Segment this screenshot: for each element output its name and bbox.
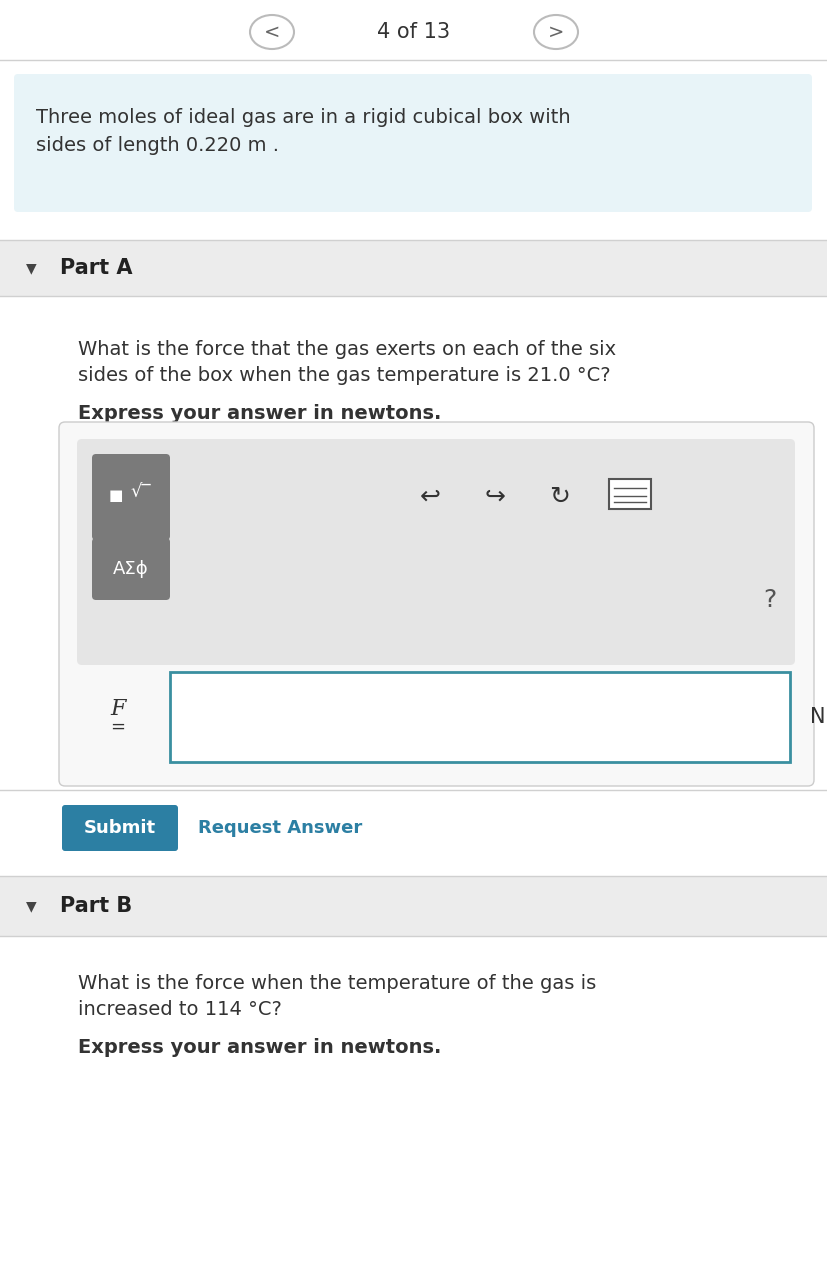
FancyBboxPatch shape: [92, 454, 170, 540]
Text: Express your answer in newtons.: Express your answer in newtons.: [78, 404, 441, 423]
Text: Part A: Part A: [60, 259, 132, 278]
FancyBboxPatch shape: [14, 74, 811, 211]
Text: 4 of 13: 4 of 13: [377, 22, 450, 42]
Text: What is the force that the gas exerts on each of the six: What is the force that the gas exerts on…: [78, 340, 615, 359]
Text: Request Answer: Request Answer: [198, 819, 362, 837]
Text: Express your answer in newtons.: Express your answer in newtons.: [78, 1038, 441, 1057]
Text: sides of length 0.220 m .: sides of length 0.220 m .: [36, 136, 279, 155]
FancyBboxPatch shape: [62, 805, 178, 851]
Text: Submit: Submit: [84, 819, 155, 837]
Text: N: N: [810, 707, 825, 727]
Text: ▼: ▼: [26, 899, 36, 913]
Text: ?: ?: [762, 589, 776, 612]
Text: √‾: √‾: [131, 483, 151, 501]
Text: Part B: Part B: [60, 896, 132, 916]
FancyBboxPatch shape: [609, 479, 650, 510]
Text: ↻: ↻: [549, 485, 570, 510]
Text: =: =: [110, 719, 126, 736]
Text: sides of the box when the gas temperature is 21.0 °C?: sides of the box when the gas temperatur…: [78, 366, 609, 385]
Text: AΣϕ: AΣϕ: [113, 561, 149, 578]
FancyBboxPatch shape: [0, 240, 827, 296]
Text: increased to 114 °C?: increased to 114 °C?: [78, 1000, 281, 1019]
FancyBboxPatch shape: [92, 538, 170, 600]
Text: <: <: [264, 23, 280, 42]
Text: ↩: ↩: [419, 485, 440, 510]
Text: ■: ■: [108, 488, 123, 503]
Text: Three moles of ideal gas are in a rigid cubical box with: Three moles of ideal gas are in a rigid …: [36, 108, 570, 127]
Text: What is the force when the temperature of the gas is: What is the force when the temperature o…: [78, 975, 595, 992]
Text: ▼: ▼: [26, 261, 36, 275]
Text: >: >: [547, 23, 563, 42]
FancyBboxPatch shape: [77, 440, 794, 665]
Text: F: F: [110, 698, 126, 720]
Text: ↪: ↪: [484, 485, 505, 510]
FancyBboxPatch shape: [59, 422, 813, 786]
FancyBboxPatch shape: [0, 877, 827, 936]
FancyBboxPatch shape: [170, 671, 789, 762]
